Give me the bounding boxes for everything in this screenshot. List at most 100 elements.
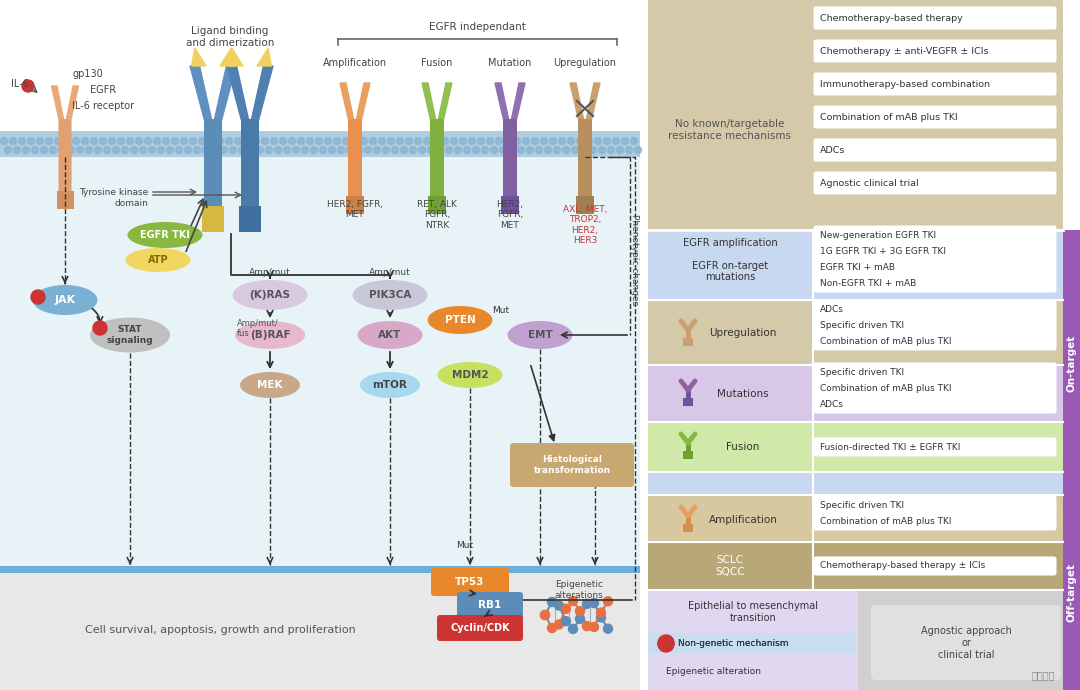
Circle shape — [382, 146, 390, 153]
Circle shape — [270, 137, 278, 144]
Text: 精准药物: 精准药物 — [1031, 670, 1055, 680]
Circle shape — [459, 137, 467, 144]
Text: JAK: JAK — [54, 295, 76, 305]
Circle shape — [199, 137, 205, 144]
Text: SCLC
SQCC: SCLC SQCC — [715, 555, 745, 577]
FancyBboxPatch shape — [648, 230, 1063, 495]
FancyBboxPatch shape — [503, 119, 517, 204]
Circle shape — [625, 146, 633, 153]
Circle shape — [149, 146, 156, 153]
Circle shape — [212, 146, 218, 153]
Text: Amplification: Amplification — [323, 58, 387, 68]
Circle shape — [324, 137, 332, 144]
Ellipse shape — [437, 362, 502, 388]
Text: Amp/mut: Amp/mut — [249, 268, 291, 277]
Circle shape — [590, 598, 598, 607]
Circle shape — [77, 146, 83, 153]
Text: Fusion: Fusion — [727, 442, 759, 452]
Circle shape — [607, 146, 615, 153]
FancyBboxPatch shape — [813, 226, 1056, 244]
Ellipse shape — [90, 317, 170, 353]
Circle shape — [118, 137, 124, 144]
Text: MEK: MEK — [257, 380, 283, 390]
Circle shape — [571, 146, 579, 153]
Polygon shape — [220, 48, 234, 66]
Circle shape — [554, 601, 564, 610]
FancyBboxPatch shape — [202, 206, 224, 232]
Text: Mutation: Mutation — [488, 58, 531, 68]
Text: Combination of mAB plus TKI: Combination of mAB plus TKI — [820, 112, 958, 121]
Text: HER2, FGFR,
MET: HER2, FGFR, MET — [327, 200, 383, 219]
Text: Fusion-directed TKI ± EGFR TKI: Fusion-directed TKI ± EGFR TKI — [820, 442, 960, 451]
Circle shape — [355, 146, 363, 153]
Circle shape — [91, 137, 97, 144]
Circle shape — [193, 146, 201, 153]
Circle shape — [122, 146, 129, 153]
Polygon shape — [52, 86, 65, 126]
Circle shape — [10, 137, 16, 144]
Polygon shape — [340, 83, 355, 126]
Circle shape — [409, 146, 417, 153]
Circle shape — [283, 146, 291, 153]
Circle shape — [207, 137, 215, 144]
Circle shape — [139, 146, 147, 153]
FancyBboxPatch shape — [683, 524, 693, 532]
Text: ADCs: ADCs — [820, 146, 846, 155]
Circle shape — [131, 146, 137, 153]
Circle shape — [14, 146, 21, 153]
Text: 1G EGFR TKI + 3G EGFR TKI: 1G EGFR TKI + 3G EGFR TKI — [820, 246, 946, 255]
Circle shape — [297, 137, 305, 144]
Circle shape — [577, 137, 583, 144]
Circle shape — [540, 137, 548, 144]
Circle shape — [261, 137, 269, 144]
FancyBboxPatch shape — [241, 119, 259, 214]
Text: Agnostic approach
or
clinical trial: Agnostic approach or clinical trial — [920, 627, 1012, 660]
FancyBboxPatch shape — [58, 119, 71, 199]
Circle shape — [220, 146, 228, 153]
Circle shape — [257, 146, 264, 153]
Circle shape — [590, 622, 598, 631]
Circle shape — [337, 146, 345, 153]
Text: Non-EGFR TKI + mAB: Non-EGFR TKI + mAB — [820, 279, 916, 288]
Circle shape — [18, 137, 26, 144]
Circle shape — [563, 146, 569, 153]
Text: (K)RAS: (K)RAS — [249, 290, 291, 300]
FancyBboxPatch shape — [648, 495, 1063, 542]
Circle shape — [99, 137, 107, 144]
Ellipse shape — [428, 306, 492, 334]
Text: IL-6 receptor: IL-6 receptor — [72, 101, 134, 111]
Text: Upregulation: Upregulation — [710, 328, 777, 338]
FancyBboxPatch shape — [813, 257, 1056, 277]
FancyBboxPatch shape — [430, 119, 444, 204]
Circle shape — [27, 137, 35, 144]
Circle shape — [576, 607, 584, 615]
Circle shape — [553, 146, 561, 153]
Circle shape — [104, 146, 110, 153]
Circle shape — [604, 597, 612, 606]
Text: Specific driven TKI: Specific driven TKI — [820, 368, 904, 377]
FancyBboxPatch shape — [431, 568, 509, 596]
Circle shape — [288, 137, 296, 144]
Text: Specific driven TKI: Specific driven TKI — [820, 320, 904, 330]
Ellipse shape — [127, 222, 203, 248]
Circle shape — [216, 137, 224, 144]
Circle shape — [41, 146, 48, 153]
FancyBboxPatch shape — [346, 196, 364, 214]
FancyBboxPatch shape — [813, 172, 1056, 195]
FancyBboxPatch shape — [428, 196, 446, 214]
Text: Upregulation: Upregulation — [553, 58, 617, 68]
Circle shape — [280, 137, 286, 144]
Circle shape — [145, 137, 151, 144]
Circle shape — [185, 146, 191, 153]
Polygon shape — [257, 48, 271, 66]
Circle shape — [562, 604, 570, 613]
Circle shape — [436, 146, 444, 153]
Circle shape — [54, 137, 62, 144]
Text: Amp/mut/
fus: Amp/mut/ fus — [237, 319, 279, 338]
Polygon shape — [570, 83, 585, 126]
Circle shape — [442, 137, 448, 144]
Polygon shape — [249, 66, 273, 126]
Circle shape — [562, 617, 570, 626]
Circle shape — [513, 137, 521, 144]
Circle shape — [469, 137, 475, 144]
